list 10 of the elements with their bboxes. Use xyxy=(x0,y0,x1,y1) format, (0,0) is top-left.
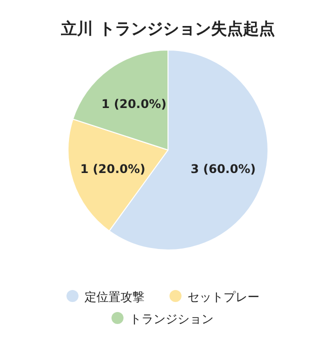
legend-label: 定位置攻撃 xyxy=(84,290,144,304)
data-label: 1 (20.0%) xyxy=(101,97,166,112)
legend-item: 定位置攻撃 xyxy=(66,290,144,304)
legend-item: セットプレー xyxy=(170,290,260,304)
data-label: 3 (60.0%) xyxy=(190,162,256,176)
legend-label: トランジション xyxy=(130,312,214,326)
data-label: 1 (20.0%) xyxy=(80,162,146,176)
chart-title: 立川 トランジション失点起点 xyxy=(60,19,275,38)
legend-item: トランジション xyxy=(112,312,214,326)
legend-label: セットプレー xyxy=(188,290,260,304)
